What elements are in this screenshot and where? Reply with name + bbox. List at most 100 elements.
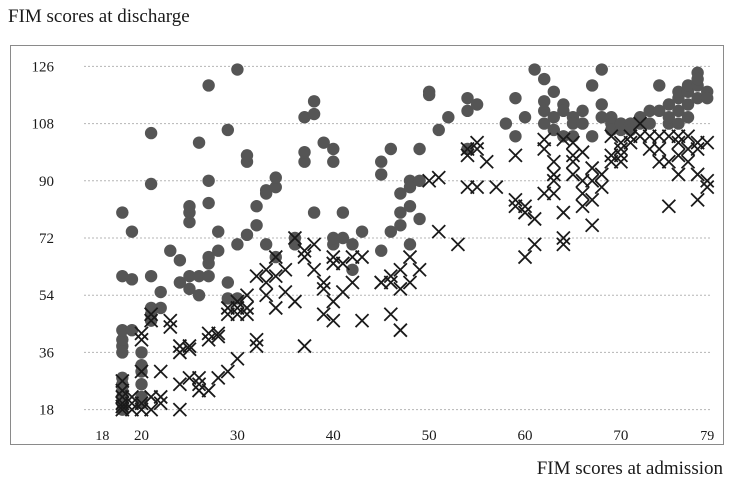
data-point-dot [221, 123, 235, 137]
x-extra-tick-label: 18 [95, 429, 109, 444]
data-point-cross [134, 364, 149, 379]
data-point-cross [613, 141, 629, 157]
data-point-cross [431, 224, 446, 239]
data-point-dot [336, 231, 350, 245]
dot-series [116, 63, 714, 416]
data-point-cross [661, 199, 676, 214]
data-point-cross [460, 148, 475, 163]
data-point-cross [546, 167, 561, 182]
data-point-dot [355, 225, 369, 238]
y-tick-label: 72 [39, 231, 54, 247]
data-point-dot [298, 145, 311, 159]
data-point-cross [671, 135, 686, 150]
data-point-dot [538, 72, 551, 86]
data-point-cross [623, 135, 638, 150]
data-point-cross [613, 154, 629, 169]
data-point-dot [662, 111, 676, 124]
data-point-dot [307, 107, 321, 121]
data-point-dot [662, 98, 676, 111]
data-point-dot [681, 98, 695, 111]
data-point-dot [336, 206, 350, 219]
data-point-dot [307, 95, 321, 108]
data-point-dot [394, 206, 407, 219]
data-point-dot [672, 85, 685, 98]
data-point-cross [153, 396, 168, 411]
data-point-cross [297, 243, 312, 258]
data-point-dot [672, 117, 685, 130]
data-point-dot [681, 79, 695, 92]
data-point-dot [259, 238, 273, 251]
data-point-cross [527, 237, 542, 252]
y-tick-label: 90 [39, 174, 54, 190]
data-point-dot [538, 95, 551, 108]
data-point-dot [269, 180, 282, 194]
data-point-cross [565, 167, 581, 182]
data-point-dot [192, 136, 206, 149]
data-point-cross [450, 237, 466, 252]
data-point-dot [538, 117, 551, 130]
data-point-dot [327, 142, 340, 156]
data-point-dot [298, 155, 311, 168]
y-tick-label: 126 [32, 59, 55, 75]
data-point-cross [680, 154, 696, 169]
data-point-dot [183, 282, 196, 296]
data-point-dot [154, 285, 167, 299]
data-point-cross [335, 256, 351, 271]
data-point-dot [547, 85, 561, 98]
data-point-cross [182, 342, 197, 357]
data-point-cross [469, 141, 485, 157]
data-point-dot [259, 184, 273, 197]
data-point-cross [287, 230, 303, 246]
data-point-dot [413, 212, 426, 226]
data-point-cross [115, 373, 130, 389]
data-point-cross [508, 148, 523, 163]
data-point-dot [164, 244, 177, 257]
data-point-cross [297, 338, 312, 354]
data-point-cross [383, 269, 398, 284]
data-point-cross [172, 345, 188, 360]
data-point-dot [192, 269, 206, 283]
data-point-dot [346, 238, 359, 251]
data-point-dot [135, 346, 148, 359]
data-point-cross [354, 313, 370, 328]
data-point-dot [461, 91, 474, 105]
data-point-dot [144, 126, 158, 140]
data-point-cross [479, 154, 494, 169]
data-point-cross [431, 170, 446, 185]
data-point-dot [375, 155, 388, 168]
data-point-cross [546, 173, 561, 188]
data-point-cross [134, 396, 149, 411]
data-point-dot [125, 273, 139, 286]
data-point-dot [250, 219, 263, 232]
data-point-cross [700, 173, 715, 188]
y-tick-label: 54 [39, 288, 55, 304]
data-point-cross [556, 205, 571, 220]
data-point-cross [546, 186, 561, 201]
data-point-dot [144, 269, 158, 283]
cross-series [115, 116, 715, 417]
data-point-dot [212, 225, 225, 238]
data-point-dot [461, 104, 474, 118]
data-point-dot [413, 142, 426, 156]
data-point-dot [250, 200, 263, 213]
data-point-cross [680, 129, 696, 144]
data-point-dot [643, 117, 656, 130]
data-point-cross [306, 262, 322, 277]
data-point-cross [268, 300, 283, 316]
data-point-dot [394, 219, 407, 232]
data-point-dot [518, 111, 532, 124]
data-point-dot [403, 238, 417, 251]
data-point-cross [556, 237, 571, 252]
data-point-cross [172, 377, 188, 392]
data-point-cross [249, 338, 264, 354]
data-point-dot [240, 228, 254, 242]
data-point-dot [116, 333, 129, 346]
x-tick-label: 30 [230, 428, 245, 444]
data-point-dot [566, 130, 580, 143]
x-axis-title: FIM scores at admission [536, 458, 723, 479]
data-point-dot [691, 91, 704, 105]
data-point-cross [124, 389, 140, 405]
x-tick-label: 40 [326, 428, 341, 444]
data-point-dot [413, 174, 426, 187]
data-point-dot [566, 117, 580, 130]
